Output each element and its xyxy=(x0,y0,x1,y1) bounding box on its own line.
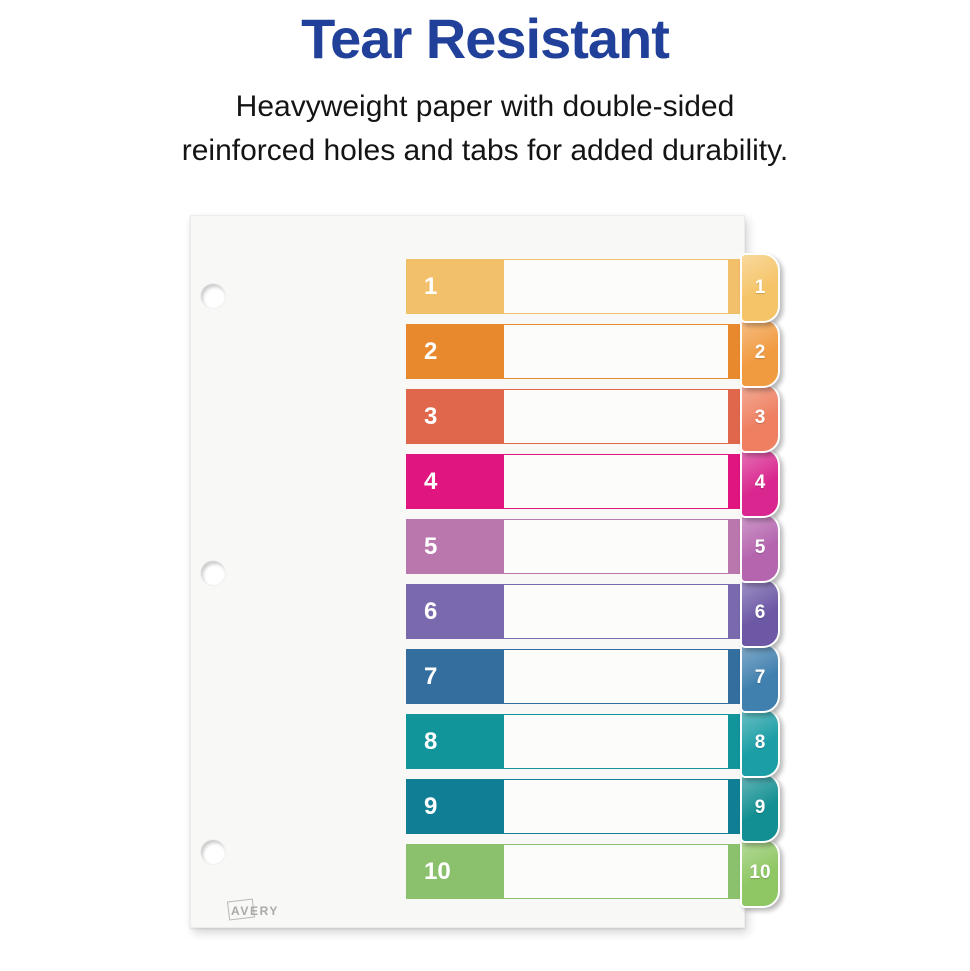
punch-hole-middle xyxy=(201,561,225,585)
divider-title-block-2: 2 xyxy=(406,324,504,379)
divider-title-block-7: 7 xyxy=(406,649,504,704)
punch-hole-top xyxy=(201,284,225,308)
index-tab-7: 7 xyxy=(740,643,780,713)
divider-title-block-1: 1 xyxy=(406,259,504,314)
header: Tear Resistant Heavyweight paper with do… xyxy=(0,0,970,173)
divider-row-3: 3 xyxy=(406,389,744,444)
divider-title-block-9: 9 xyxy=(406,779,504,834)
divider-sheet: 1 2 3 4 5 6 7 8 9 10 1 2 3 4 5 6 7 8 9 10 AVERY xyxy=(190,215,780,928)
subheadline: Heavyweight paper with double-sided reinf… xyxy=(65,85,905,173)
index-tab-2: 2 xyxy=(740,318,780,388)
punch-hole-bottom xyxy=(201,840,225,864)
divider-row-7: 7 xyxy=(406,649,744,704)
index-tab-4: 4 xyxy=(740,448,780,518)
subheadline-line-2: reinforced holes and tabs for added dura… xyxy=(181,134,789,167)
divider-title-block-8: 8 xyxy=(406,714,504,769)
divider-title-block-4: 4 xyxy=(406,454,504,509)
divider-title-block-10: 10 xyxy=(406,844,504,899)
divider-title-block-3: 3 xyxy=(406,389,504,444)
index-tab-9: 9 xyxy=(740,773,780,843)
index-tab-8: 8 xyxy=(740,708,780,778)
divider-row-10: 10 xyxy=(406,844,744,899)
subheadline-line-1: Heavyweight paper with double-sided xyxy=(235,90,735,123)
divider-row-4: 4 xyxy=(406,454,744,509)
index-tab-5: 5 xyxy=(740,513,780,583)
divider-row-2: 2 xyxy=(406,324,744,379)
index-tab-6: 6 xyxy=(740,578,780,648)
headline: Tear Resistant xyxy=(301,7,670,70)
index-tab-10: 10 xyxy=(740,838,780,908)
divider-row-8: 8 xyxy=(406,714,744,769)
index-tab-1: 1 xyxy=(740,253,780,323)
divider-row-6: 6 xyxy=(406,584,744,639)
index-tab-3: 3 xyxy=(740,383,780,453)
divider-title-block-5: 5 xyxy=(406,519,504,574)
divider-row-5: 5 xyxy=(406,519,744,574)
divider-title-block-6: 6 xyxy=(406,584,504,639)
avery-logo: AVERY xyxy=(226,898,301,923)
divider-row-1: 1 xyxy=(406,259,744,314)
avery-logo-text: AVERY xyxy=(231,904,280,918)
divider-row-9: 9 xyxy=(406,779,744,834)
